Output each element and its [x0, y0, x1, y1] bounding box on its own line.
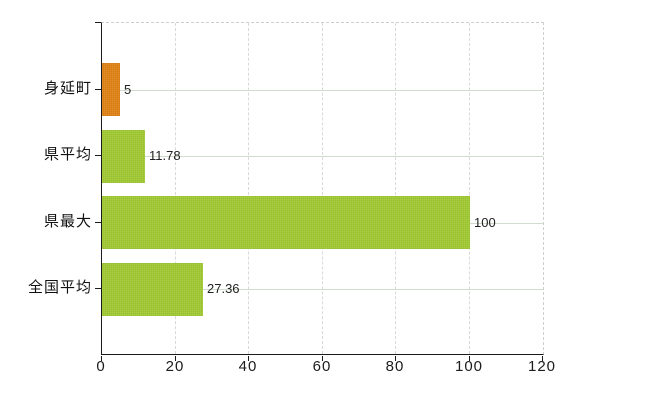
value-label-県最大: 100	[474, 215, 496, 230]
vertical-gridline	[395, 23, 397, 354]
value-label-全国平均: 27.36	[207, 281, 240, 296]
value-label-身延町: 5	[124, 82, 132, 97]
vertical-gridline	[469, 23, 471, 354]
x-axis-label-120: 120	[527, 358, 557, 375]
vertical-gridline	[322, 23, 324, 354]
category-label-全国平均: 全国平均	[27, 279, 92, 296]
x-axis-tick	[395, 356, 396, 361]
value-label-県平均: 11.78	[149, 148, 181, 163]
category-label-県最大: 県最大	[43, 213, 92, 230]
bar-身延町	[102, 63, 120, 116]
x-axis-tick	[175, 356, 176, 361]
plot-area: 5 11.78 100 27.36	[101, 22, 544, 355]
bar-県平均	[102, 130, 145, 183]
x-axis-label-20: 20	[165, 358, 185, 375]
y-axis-top-tick	[95, 22, 101, 23]
x-axis-tick	[542, 356, 543, 361]
x-axis-label-0: 0	[96, 358, 106, 375]
bar-全国平均	[102, 263, 203, 316]
x-axis-tick	[248, 356, 249, 361]
horizontal-gridline	[102, 289, 543, 290]
x-axis-label-100: 100	[454, 358, 484, 375]
y-axis-tick	[95, 222, 101, 223]
x-axis-tick	[469, 356, 470, 361]
vertical-gridline	[175, 23, 177, 354]
category-label-県平均: 県平均	[43, 146, 92, 163]
bar-県最大	[102, 196, 470, 249]
category-label-身延町: 身延町	[43, 80, 92, 97]
y-axis-tick	[95, 89, 101, 90]
vertical-gridline	[248, 23, 250, 354]
y-axis-tick	[95, 288, 101, 289]
y-axis-tick	[95, 155, 101, 156]
x-axis-label-80: 80	[385, 358, 405, 375]
horizontal-gridline	[102, 156, 543, 157]
x-axis-tick	[101, 356, 102, 361]
horizontal-gridline	[102, 90, 543, 91]
x-axis-label-60: 60	[312, 358, 332, 375]
x-axis-label-40: 40	[238, 358, 258, 375]
x-axis-tick	[322, 356, 323, 361]
